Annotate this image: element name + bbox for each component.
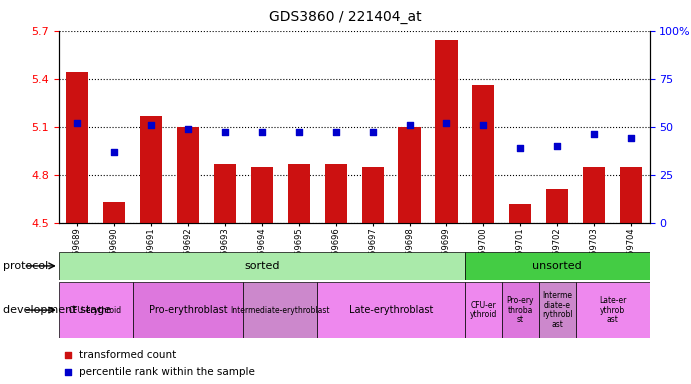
Bar: [133, 282, 243, 338]
Bar: [177, 127, 199, 223]
Bar: [620, 167, 642, 223]
Bar: [66, 72, 88, 223]
Bar: [214, 164, 236, 223]
Point: [441, 120, 452, 126]
Bar: [361, 167, 384, 223]
Text: unsorted: unsorted: [532, 261, 582, 271]
Text: Interme
diate-e
rythrobl
ast: Interme diate-e rythrobl ast: [542, 291, 573, 329]
Bar: [509, 204, 531, 223]
Bar: [539, 282, 576, 338]
Text: Pro-erythroblast: Pro-erythroblast: [149, 305, 227, 315]
Text: Pro-ery
throba
st: Pro-ery throba st: [507, 296, 534, 324]
Bar: [576, 282, 650, 338]
Text: CFU-er
ythroid: CFU-er ythroid: [470, 301, 497, 319]
Bar: [287, 164, 310, 223]
Text: GDS3860 / 221404_at: GDS3860 / 221404_at: [269, 10, 422, 23]
Bar: [465, 282, 502, 338]
Bar: [325, 164, 347, 223]
Bar: [583, 167, 605, 223]
Point: [108, 149, 120, 155]
Point: [146, 122, 157, 128]
Bar: [59, 282, 133, 338]
Point: [62, 352, 73, 358]
Point: [478, 122, 489, 128]
Point: [404, 122, 415, 128]
Bar: [103, 202, 125, 223]
Point: [551, 143, 562, 149]
Bar: [251, 167, 273, 223]
Point: [293, 129, 304, 136]
Bar: [465, 252, 650, 280]
Point: [515, 145, 526, 151]
Point: [182, 126, 193, 132]
Point: [72, 120, 83, 126]
Bar: [399, 127, 421, 223]
Text: percentile rank within the sample: percentile rank within the sample: [79, 366, 255, 377]
Text: Intermediate-erythroblast: Intermediate-erythroblast: [231, 306, 330, 314]
Point: [625, 135, 636, 141]
Bar: [546, 189, 568, 223]
Point: [367, 129, 378, 136]
Bar: [317, 282, 465, 338]
Bar: [243, 282, 317, 338]
Point: [589, 131, 600, 137]
Text: transformed count: transformed count: [79, 350, 177, 360]
Point: [330, 129, 341, 136]
Text: sorted: sorted: [244, 261, 280, 271]
Text: Late-erythroblast: Late-erythroblast: [349, 305, 433, 315]
Text: CFU-erythroid: CFU-erythroid: [69, 306, 122, 314]
Bar: [140, 116, 162, 223]
Point: [219, 129, 230, 136]
Bar: [435, 40, 457, 223]
Text: protocol: protocol: [3, 261, 48, 271]
Bar: [502, 282, 539, 338]
Point: [62, 369, 73, 375]
Bar: [472, 85, 495, 223]
Text: Late-er
ythrob
ast: Late-er ythrob ast: [599, 296, 626, 324]
Bar: [59, 252, 465, 280]
Point: [256, 129, 267, 136]
Text: development stage: development stage: [3, 305, 111, 315]
